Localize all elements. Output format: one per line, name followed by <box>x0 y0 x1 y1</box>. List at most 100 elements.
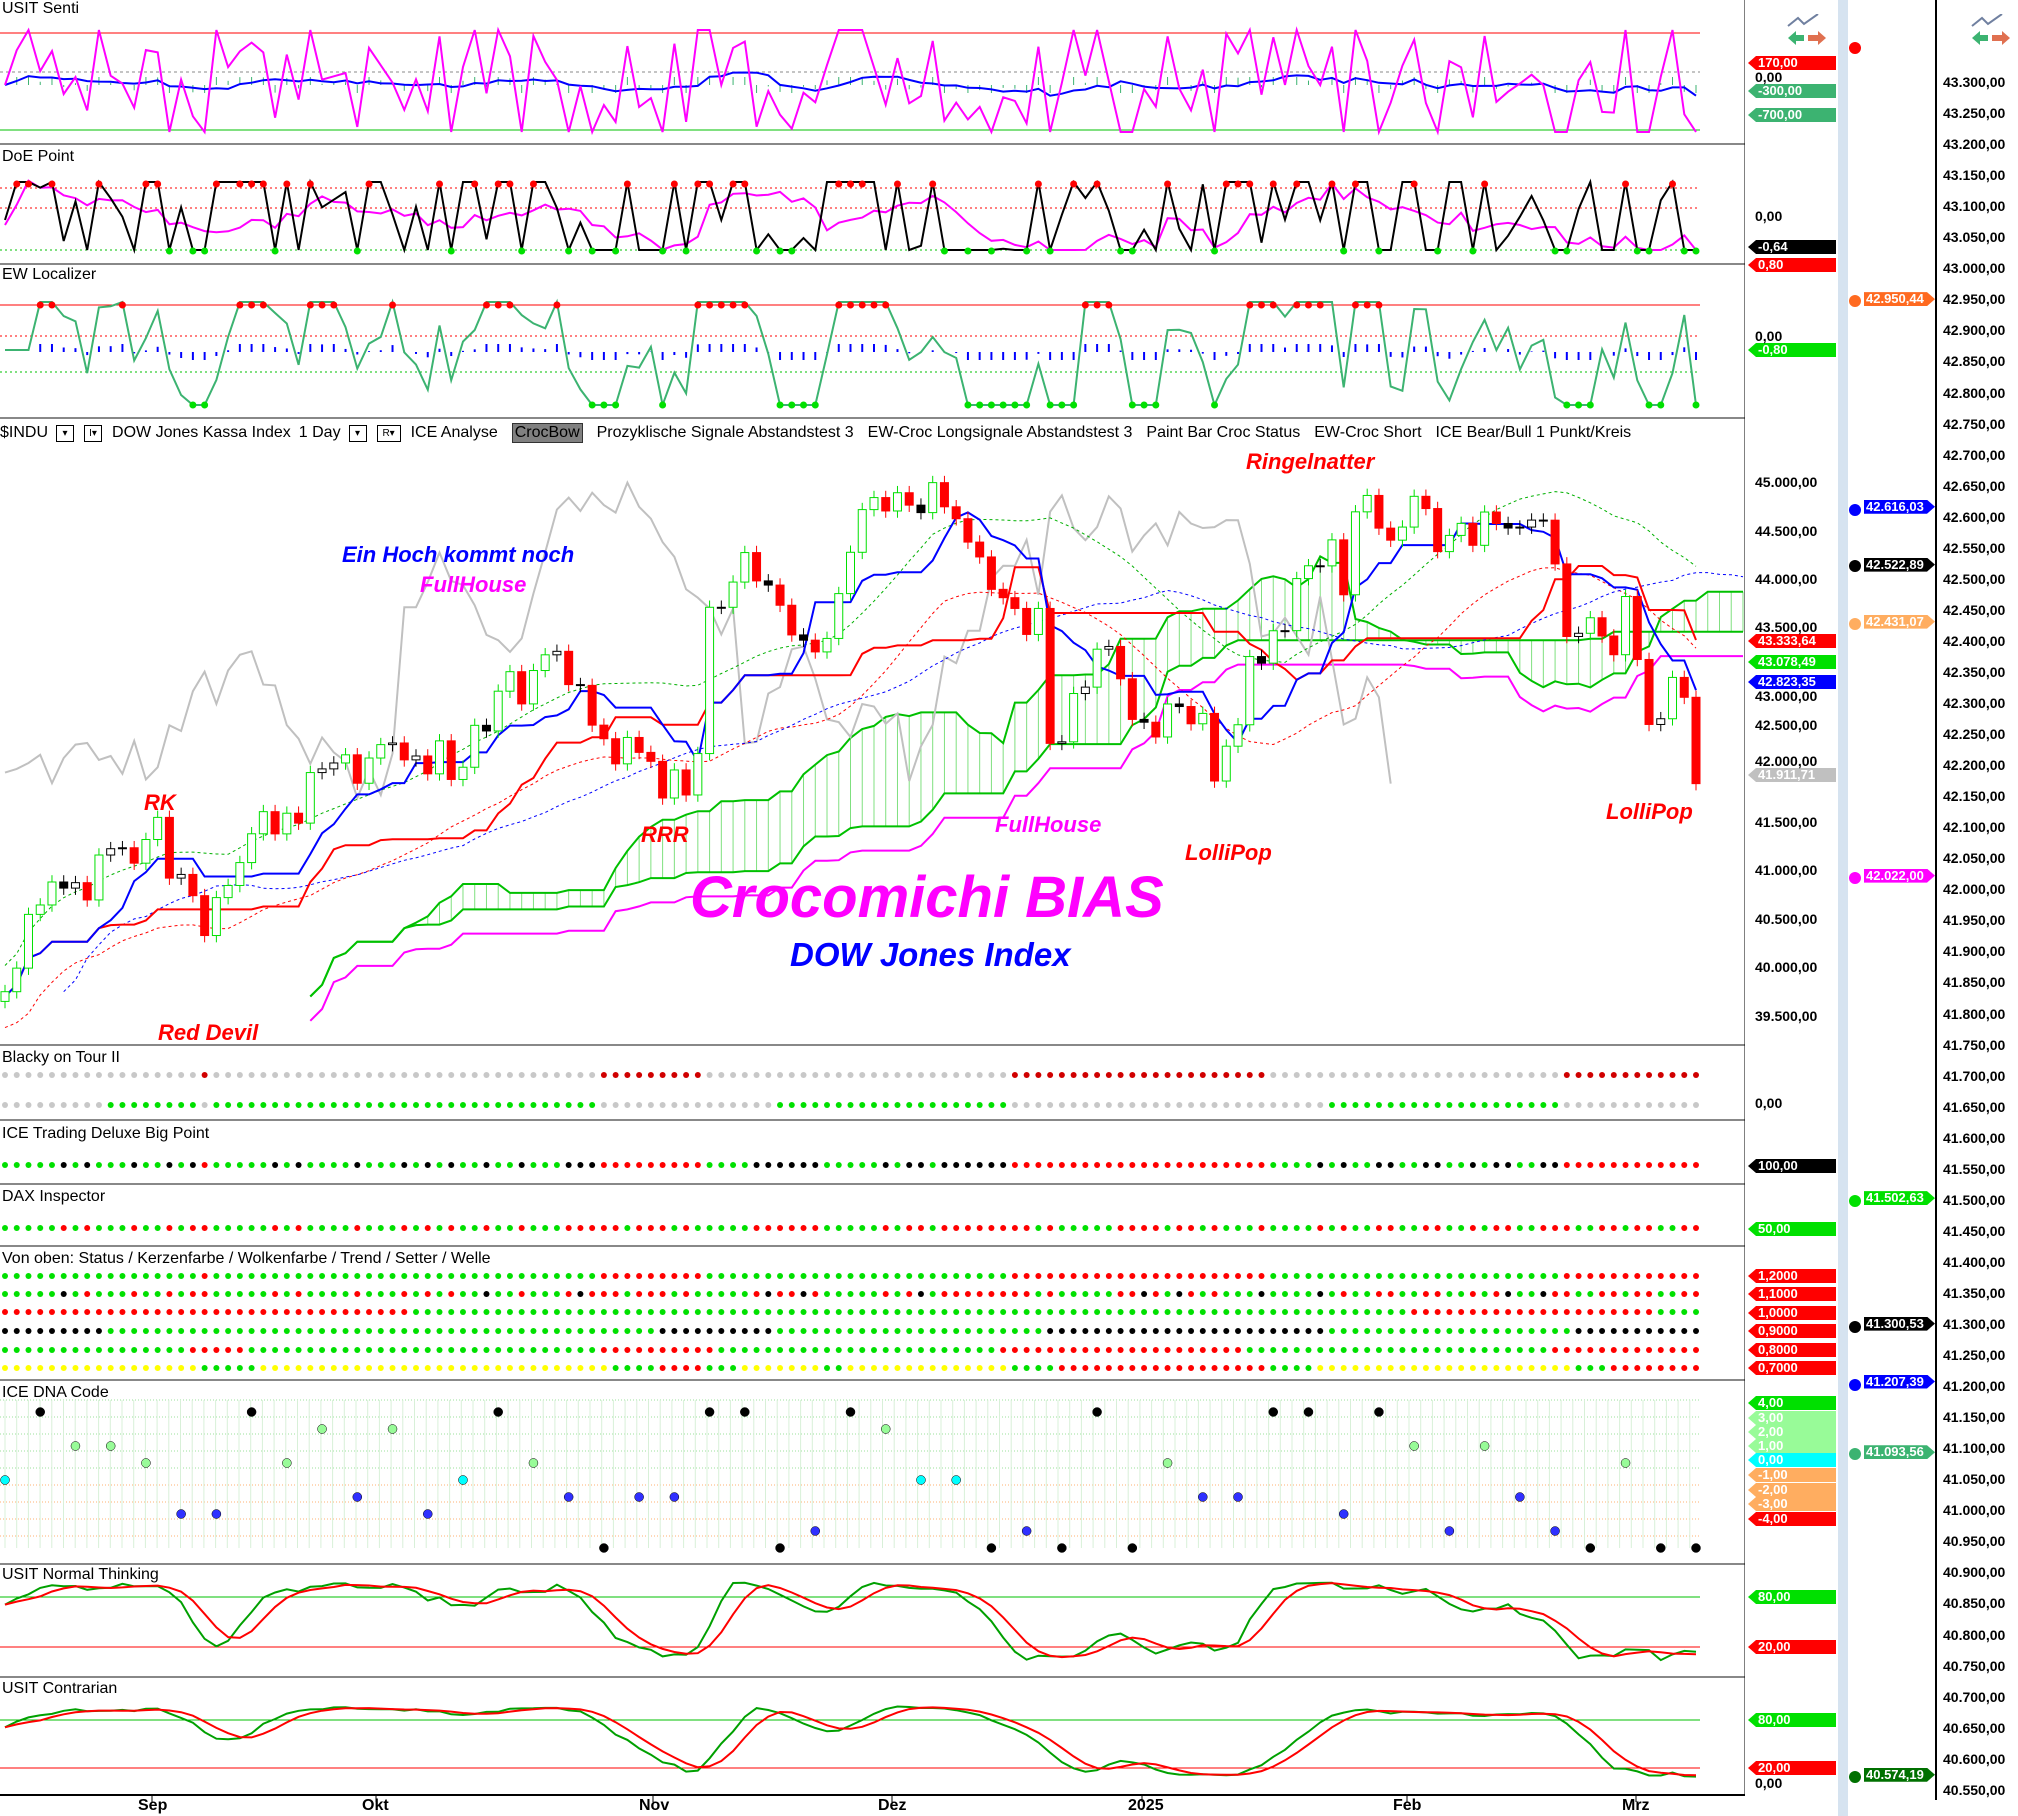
status-row-dot <box>565 1273 572 1279</box>
status-row-dot <box>1434 1365 1441 1371</box>
status-row-dot <box>824 1291 831 1297</box>
blacky-dot <box>1211 1072 1218 1078</box>
status-row-dot <box>1411 1328 1418 1334</box>
status-row-dot <box>1587 1309 1594 1315</box>
status-row-dot <box>225 1291 232 1297</box>
scrollbar[interactable] <box>1838 0 1848 1816</box>
ice-trading-dot <box>1164 1162 1171 1168</box>
blacky-dot <box>1141 1102 1148 1108</box>
panel-title-contrarian: USIT Contrarian <box>2 1680 118 1697</box>
candle-body <box>916 504 926 514</box>
status-row-dot <box>1693 1309 1699 1315</box>
period-label[interactable]: 1 Day <box>298 424 341 441</box>
status-row-dot <box>201 1273 208 1279</box>
status-row-dot <box>847 1365 854 1371</box>
chart-toolbar: $INDU ▾ I▾ DOW Jones Kassa Index 1 Day ▾… <box>0 421 1645 445</box>
ice-trading-dot <box>1528 1162 1535 1168</box>
status-row-dot <box>1364 1291 1371 1297</box>
ice-trading-dot <box>448 1162 455 1168</box>
dna-dot <box>599 1543 609 1553</box>
status-row-dot <box>1223 1273 1230 1279</box>
ice-trading-dot <box>1199 1162 1206 1168</box>
blacky-dot <box>1105 1102 1112 1108</box>
candle-body <box>164 816 174 879</box>
status-row-dot <box>812 1291 819 1297</box>
symbol-dropdown[interactable]: ▾ <box>56 424 75 442</box>
status-row-dot <box>1422 1273 1429 1279</box>
status-row-dot <box>1540 1291 1547 1297</box>
dax-inspector-dot <box>37 1225 44 1231</box>
status-row-dot <box>413 1365 420 1371</box>
blacky-dot <box>1328 1072 1335 1078</box>
ice-trading-dot <box>1094 1162 1101 1168</box>
dax-inspector-dot <box>1258 1225 1265 1231</box>
status-row-dot <box>37 1328 44 1334</box>
status-row-dot <box>1058 1291 1065 1297</box>
status-row-dot <box>1340 1328 1347 1334</box>
doe-signal-dot <box>706 180 714 188</box>
status-row-dot <box>612 1347 619 1353</box>
trend-arrows-icon[interactable] <box>1970 14 2014 48</box>
status-row-dot <box>1000 1347 1007 1353</box>
candle-body <box>1503 522 1513 529</box>
interval-dropdown[interactable]: I▾ <box>84 424 103 442</box>
status-row-dot <box>1469 1291 1476 1297</box>
study-paint-bar[interactable]: Paint Bar Croc Status <box>1146 424 1301 441</box>
blacky-dot <box>1469 1072 1476 1078</box>
dax-inspector-dot <box>413 1225 420 1231</box>
dna-dot <box>1021 1526 1032 1536</box>
doe-signal-dot <box>1481 180 1489 188</box>
dna-dot <box>0 1475 10 1485</box>
status-row-dot <box>1164 1291 1171 1297</box>
r-dropdown[interactable]: R▾ <box>376 424 401 442</box>
doe-signal-dot <box>776 247 784 255</box>
blacky-dot <box>424 1102 431 1108</box>
status-row-dot <box>307 1309 314 1315</box>
blacky-dot <box>1364 1072 1371 1078</box>
study-ice-analyse[interactable]: ICE Analyse <box>410 424 498 441</box>
doe-signal-dot <box>189 247 197 255</box>
blacky-dot <box>1505 1072 1512 1078</box>
far-tick-label: 42.200,00 <box>1943 757 2006 774</box>
status-row-dot <box>1622 1328 1629 1334</box>
doe-signal-dot <box>612 247 620 255</box>
value-tag: 1,0000 <box>1748 1306 1836 1320</box>
status-row-dot <box>48 1309 55 1315</box>
dax-inspector-dot <box>1587 1225 1594 1231</box>
status-row-dot <box>1293 1347 1300 1353</box>
trend-arrows-icon[interactable] <box>1786 14 1830 48</box>
status-row-dot <box>295 1291 302 1297</box>
study-crocbow[interactable]: CrocBow <box>511 423 583 443</box>
ice-trading-dot <box>436 1162 443 1168</box>
doe-signal-dot <box>1211 247 1219 255</box>
status-row-dot <box>1082 1328 1089 1334</box>
period-dropdown[interactable]: ▾ <box>348 424 367 442</box>
dax-inspector-dot <box>741 1225 748 1231</box>
status-row-dot <box>401 1365 408 1371</box>
chart-canvas[interactable] <box>0 0 1745 1816</box>
status-row-dot <box>577 1273 584 1279</box>
status-row-dot <box>1681 1347 1688 1353</box>
candle-body <box>1069 693 1079 743</box>
status-row-dot <box>565 1328 572 1334</box>
dax-inspector-dot <box>213 1225 220 1231</box>
study-ew-croc-long[interactable]: EW-Croc Longsignale Abstandstest 3 <box>867 424 1133 441</box>
status-row-dot <box>953 1273 960 1279</box>
candle-body <box>493 690 503 732</box>
status-row-dot <box>624 1347 631 1353</box>
status-row-dot <box>730 1273 737 1279</box>
candle-body <box>1397 526 1407 541</box>
study-ew-croc-short[interactable]: EW-Croc Short <box>1314 424 1422 441</box>
study-prozyklische[interactable]: Prozyklische Signale Abstandstest 3 <box>596 424 854 441</box>
dax-inspector-dot <box>1610 1225 1617 1231</box>
dax-inspector-dot <box>1058 1225 1065 1231</box>
status-row-dot <box>1293 1328 1300 1334</box>
symbol-label[interactable]: $INDU <box>0 424 49 441</box>
status-row-dot <box>459 1273 466 1279</box>
status-row-dot <box>1047 1365 1054 1371</box>
status-row-dot <box>48 1365 55 1371</box>
study-ice-bear-bull[interactable]: ICE Bear/Bull 1 Punkt/Kreis <box>1435 424 1632 441</box>
doe-signal-dot <box>494 180 502 188</box>
candle-body <box>869 497 879 511</box>
status-row-dot <box>1082 1347 1089 1353</box>
